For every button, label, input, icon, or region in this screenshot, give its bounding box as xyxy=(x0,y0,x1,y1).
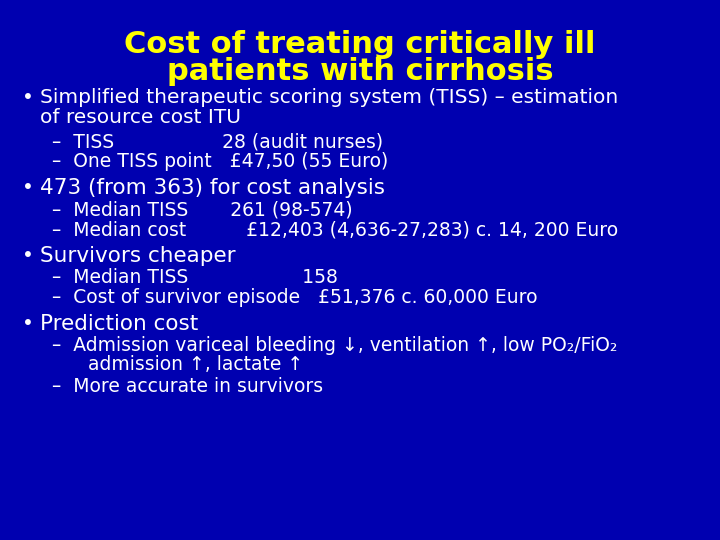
Text: –  Median cost          £12,403 (4,636-27,283) c. 14, 200 Euro: – Median cost £12,403 (4,636-27,283) c. … xyxy=(52,220,618,239)
Text: Simplified therapeutic scoring system (TISS) – estimation: Simplified therapeutic scoring system (T… xyxy=(40,88,618,107)
Text: •: • xyxy=(22,88,34,107)
Text: •: • xyxy=(22,314,34,333)
Text: –  Median TISS       261 (98-574): – Median TISS 261 (98-574) xyxy=(52,200,353,219)
Text: –  One TISS point   £47,50 (55 Euro): – One TISS point £47,50 (55 Euro) xyxy=(52,152,388,171)
Text: Prediction cost: Prediction cost xyxy=(40,314,198,334)
Text: Survivors cheaper: Survivors cheaper xyxy=(40,246,235,266)
Text: •: • xyxy=(22,178,34,197)
Text: –  Admission variceal bleeding ↓, ventilation ↑, low PO₂/FiO₂: – Admission variceal bleeding ↓, ventila… xyxy=(52,336,617,355)
Text: admission ↑, lactate ↑: admission ↑, lactate ↑ xyxy=(52,355,303,374)
Text: •: • xyxy=(22,246,34,265)
Text: of resource cost ITU: of resource cost ITU xyxy=(40,108,241,127)
Text: –  Median TISS                   158: – Median TISS 158 xyxy=(52,268,338,287)
Text: 473 (from 363) for cost analysis: 473 (from 363) for cost analysis xyxy=(40,178,385,198)
Text: patients with cirrhosis: patients with cirrhosis xyxy=(167,57,553,86)
Text: Cost of treating critically ill: Cost of treating critically ill xyxy=(125,30,595,59)
Text: –  More accurate in survivors: – More accurate in survivors xyxy=(52,377,323,396)
Text: –  TISS                  28 (audit nurses): – TISS 28 (audit nurses) xyxy=(52,132,383,151)
Text: –  Cost of survivor episode   £51,376 c. 60,000 Euro: – Cost of survivor episode £51,376 c. 60… xyxy=(52,288,538,307)
